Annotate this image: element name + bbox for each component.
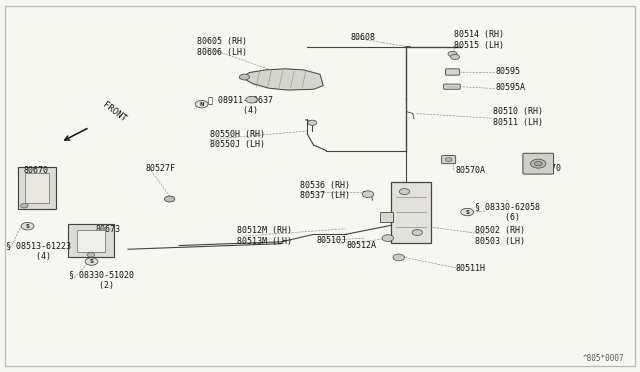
Text: 80605 (RH)
80606 (LH): 80605 (RH) 80606 (LH) bbox=[197, 37, 247, 57]
Circle shape bbox=[362, 191, 374, 198]
Text: 80502 (RH)
80503 (LH): 80502 (RH) 80503 (LH) bbox=[475, 226, 525, 246]
Text: ^805*0007: ^805*0007 bbox=[582, 354, 624, 363]
Circle shape bbox=[195, 100, 208, 108]
FancyBboxPatch shape bbox=[391, 182, 431, 243]
Circle shape bbox=[445, 158, 452, 161]
Text: S: S bbox=[465, 209, 469, 215]
Circle shape bbox=[534, 161, 542, 166]
Text: § 08513-61223
      (4): § 08513-61223 (4) bbox=[6, 241, 72, 261]
Text: 80510J: 80510J bbox=[316, 236, 346, 245]
FancyBboxPatch shape bbox=[444, 84, 460, 89]
Circle shape bbox=[448, 51, 457, 57]
Circle shape bbox=[382, 235, 394, 241]
Text: 80570A: 80570A bbox=[456, 166, 486, 174]
FancyBboxPatch shape bbox=[380, 212, 393, 222]
FancyBboxPatch shape bbox=[77, 230, 105, 252]
Text: 80595A: 80595A bbox=[496, 83, 526, 92]
FancyBboxPatch shape bbox=[18, 167, 56, 209]
Text: N: N bbox=[199, 102, 204, 107]
Text: S: S bbox=[90, 259, 93, 264]
Text: 80608: 80608 bbox=[351, 33, 376, 42]
Circle shape bbox=[393, 254, 404, 261]
Circle shape bbox=[461, 208, 474, 216]
Circle shape bbox=[21, 222, 34, 230]
Circle shape bbox=[87, 253, 95, 257]
FancyBboxPatch shape bbox=[445, 69, 460, 75]
Text: 80510 (RH)
80511 (LH): 80510 (RH) 80511 (LH) bbox=[493, 107, 543, 127]
Circle shape bbox=[239, 74, 250, 80]
Text: 80527F: 80527F bbox=[146, 164, 176, 173]
Text: 80570: 80570 bbox=[536, 164, 561, 173]
Circle shape bbox=[246, 96, 257, 103]
FancyBboxPatch shape bbox=[442, 155, 456, 164]
Circle shape bbox=[308, 120, 317, 125]
Text: 80512M (RH)
80513M (LH): 80512M (RH) 80513M (LH) bbox=[237, 226, 292, 246]
Circle shape bbox=[164, 196, 175, 202]
Text: 80595: 80595 bbox=[496, 67, 521, 76]
Circle shape bbox=[399, 189, 410, 195]
FancyBboxPatch shape bbox=[68, 224, 114, 257]
Text: 80673: 80673 bbox=[96, 225, 121, 234]
Text: 80536 (RH)
80537 (LH): 80536 (RH) 80537 (LH) bbox=[300, 180, 349, 201]
Text: 80670: 80670 bbox=[23, 166, 48, 174]
FancyBboxPatch shape bbox=[25, 173, 49, 203]
Text: ⓝ 08911-10637
       (4): ⓝ 08911-10637 (4) bbox=[208, 95, 273, 115]
Circle shape bbox=[20, 203, 28, 208]
FancyBboxPatch shape bbox=[523, 153, 554, 174]
Polygon shape bbox=[240, 69, 323, 90]
Text: 80550H (RH)
80550J (LH): 80550H (RH) 80550J (LH) bbox=[210, 129, 265, 150]
Text: § 08330-62058
      (6): § 08330-62058 (6) bbox=[475, 202, 540, 222]
Text: 80511H: 80511H bbox=[456, 264, 486, 273]
Circle shape bbox=[412, 230, 422, 235]
Text: FRONT: FRONT bbox=[101, 100, 128, 124]
Circle shape bbox=[531, 159, 546, 168]
Circle shape bbox=[451, 54, 460, 60]
Text: § 08330-51020
      (2): § 08330-51020 (2) bbox=[69, 270, 134, 290]
Circle shape bbox=[85, 258, 98, 265]
Text: S: S bbox=[26, 224, 29, 229]
Text: 80512A: 80512A bbox=[347, 241, 377, 250]
Text: 80514 (RH)
80515 (LH): 80514 (RH) 80515 (LH) bbox=[454, 30, 504, 50]
